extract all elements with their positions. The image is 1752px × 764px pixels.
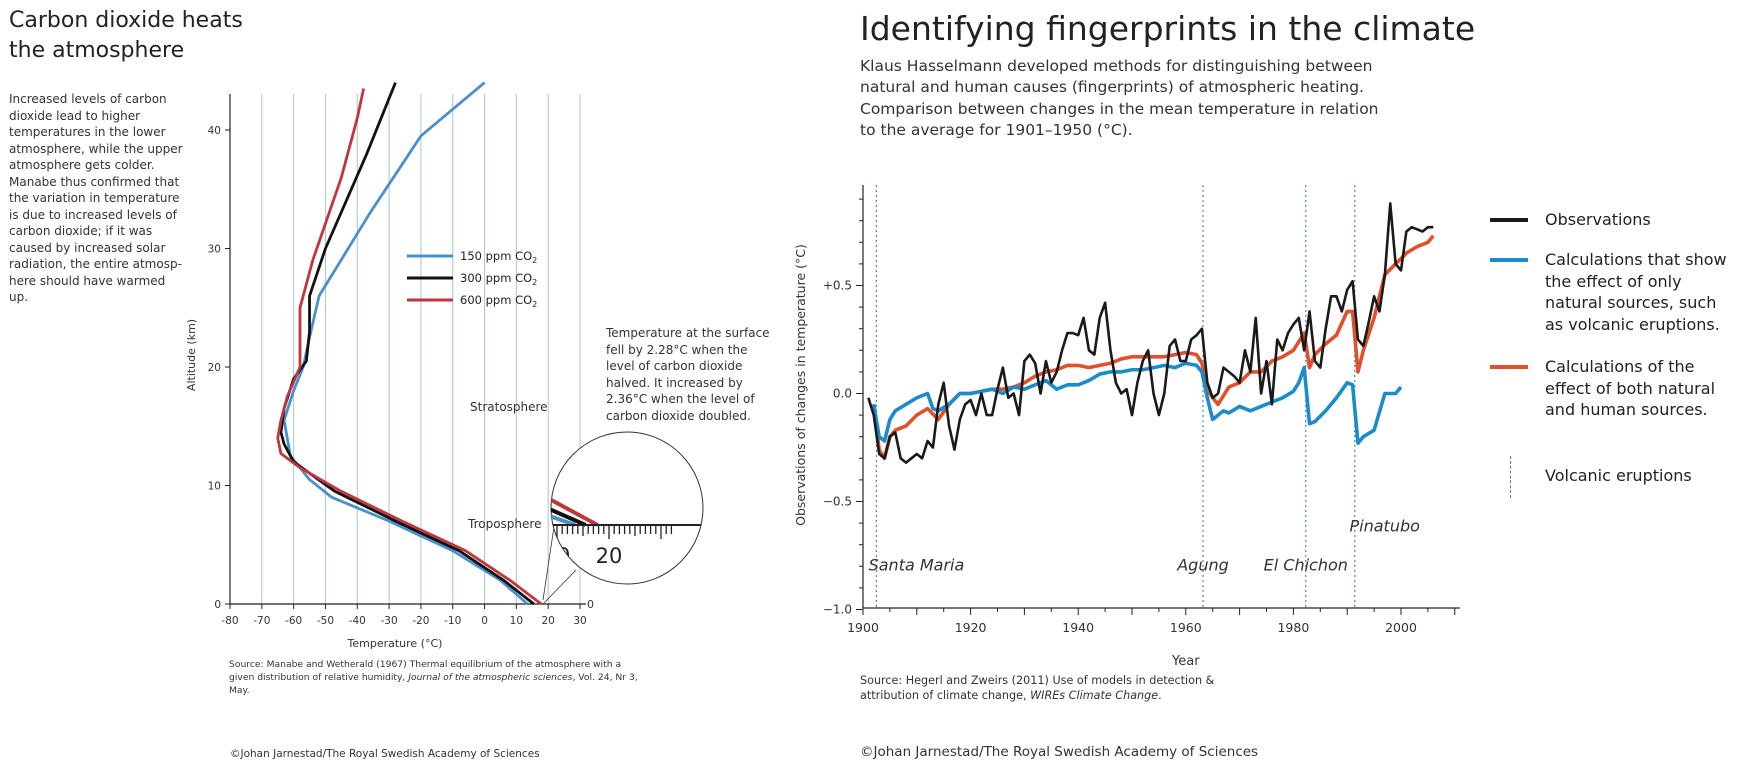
inset-line-300-ppm-co2 [551, 474, 587, 527]
x-tick-label: 0 [481, 615, 488, 627]
volcano-label-agung: Agung [1176, 556, 1229, 575]
inset-connector [542, 569, 577, 605]
left-title: Carbon dioxide heats the atmosphere [9, 8, 243, 63]
x-tick-label: 1900 [847, 620, 879, 635]
legend-label-volcanic: Volcanic eruptions [1545, 466, 1692, 485]
y-tick-label: 20 [208, 362, 221, 374]
co2-plot-area: -80 -70 -60 -50 -40 -30 -20 -10 0 10 20 30 0 10 20 30 40… [185, 81, 587, 650]
series-line-600-ppm-co2 [276, 88, 543, 606]
left-source-suffix: , Vol. 24, Nr 3, May. [229, 672, 638, 696]
legend-swatch-combined [1490, 365, 1528, 369]
fingerprint-plot-area: −1.0 −0.5 0.0 +0.5 1900 1920 1940 1960 1980 2000 Y… [793, 185, 1460, 669]
y-tick-label: 10 [208, 481, 221, 493]
legend-swatch-observations [1490, 218, 1528, 222]
right-credit: ©Johan Jarnestad/The Royal Swedish Acade… [860, 744, 1259, 760]
left-source-journal: Journal of the atmospheric sciences [408, 672, 573, 683]
legend-swatch-natural [1490, 258, 1528, 262]
right-source-prefix: Source: Hegerl and Zweirs (2011) Use of … [860, 674, 1215, 702]
legend-label-150-ppm-co2: 150 ppm CO2 [460, 249, 537, 265]
inset-line-150-ppm-co2 [551, 484, 576, 527]
legend-label-observations: Observations [1545, 210, 1651, 229]
x-tick-label: 1980 [1277, 620, 1309, 635]
x-tick-label: 30 [573, 615, 586, 627]
x-tick-label: -40 [349, 615, 366, 627]
y-tick-label: 0 [214, 599, 221, 611]
x-tick-label: -60 [285, 615, 302, 627]
x-tick-label: 1960 [1170, 620, 1202, 635]
right-title: Identifying fingerprints in the climate [860, 9, 1476, 48]
right-source: Source: Hegerl and Zweirs (2011) Use of … [860, 673, 1220, 703]
y-tick-label: 40 [208, 125, 221, 137]
y-tick-label: −1.0 [823, 603, 852, 617]
series-line-300-ppm-co2 [279, 82, 535, 606]
left-source: Source: Manabe and Wetherald (1967) Ther… [229, 658, 649, 697]
x-tick-label: 1940 [1062, 620, 1094, 635]
x-tick-label: 20 [541, 615, 554, 627]
x-tick-label: -30 [381, 615, 398, 627]
legend-item-volcanic: Volcanic eruptions [1490, 456, 1735, 498]
legend-item-natural: Calculations that show the effect of onl… [1490, 249, 1735, 335]
x-tick-label: -50 [317, 615, 334, 627]
left-source-prefix: Source: Manabe and Wetherald (1967) Ther… [229, 659, 622, 683]
region-label-troposphere: Troposphere [467, 517, 541, 531]
left-description: Increased levels of carbon dioxide lead … [9, 92, 183, 304]
region-label-stratosphere: Stratosphere [470, 400, 548, 414]
legend-label-300-ppm-co2: 300 ppm CO2 [460, 271, 537, 287]
legend-label-natural: Calculations that show the effect of onl… [1545, 250, 1727, 334]
right-subtitle: Klaus Hasselmann developed methods for d… [860, 57, 1379, 139]
legend-item-observations: Observations [1490, 209, 1735, 231]
x-tick-label: -20 [412, 615, 429, 627]
y-tick-label: +0.5 [823, 279, 852, 293]
x-tick-label: -10 [444, 615, 461, 627]
legend-item-combined: Calculations of the effect of both natur… [1490, 356, 1735, 421]
legend-swatch-volcanic [1490, 456, 1528, 498]
series-line-150-ppm-co2 [282, 81, 529, 606]
y-tick-label: 0.0 [833, 387, 852, 401]
legend-label-combined: Calculations of the effect of both natur… [1545, 357, 1716, 419]
volcano-label-santa-maria: Santa Maria [869, 556, 965, 575]
volcano-label-pinatubo: Pinatubo [1350, 517, 1421, 536]
volcano-label-el-chichon: El Chichon [1264, 556, 1348, 575]
x-axis-title: Temperature (°C) [347, 637, 443, 650]
y-tick-label: 30 [208, 244, 221, 256]
x-axis-title: Year [1171, 654, 1200, 669]
fingerprint-legend: Observations Calculations that show the … [1490, 0, 1740, 520]
left-credit: ©Johan Jarnestad/The Royal Swedish Acade… [230, 748, 540, 760]
inset-tick-label: 20 [596, 544, 623, 568]
right-source-suffix: . [1158, 689, 1162, 702]
x-tick-label: 1920 [955, 620, 987, 635]
surface-temperature-note: Temperature at the surface fell by 2.28°… [606, 326, 770, 423]
y-axis-title: Observations of changes in temperature (… [793, 244, 808, 526]
x-tick-label: 10 [510, 615, 523, 627]
legend-label-600-ppm-co2: 600 ppm CO2 [460, 293, 537, 309]
right-source-journal: WIREs Climate Change [1030, 689, 1159, 702]
y-axis-title: Altitude (km) [185, 319, 198, 391]
y-tick-label: −0.5 [823, 495, 852, 509]
inset-line-600-ppm-co2 [551, 463, 599, 527]
series-line-observations [867, 202, 1434, 464]
series-line-calculations-that-show-the-effect-of-onl [871, 361, 1403, 445]
x-tick-label: -80 [221, 615, 238, 627]
x-tick-label: -70 [253, 615, 270, 627]
x-tick-label: 2000 [1385, 620, 1417, 635]
inset-zero-label: 0 [587, 598, 594, 611]
